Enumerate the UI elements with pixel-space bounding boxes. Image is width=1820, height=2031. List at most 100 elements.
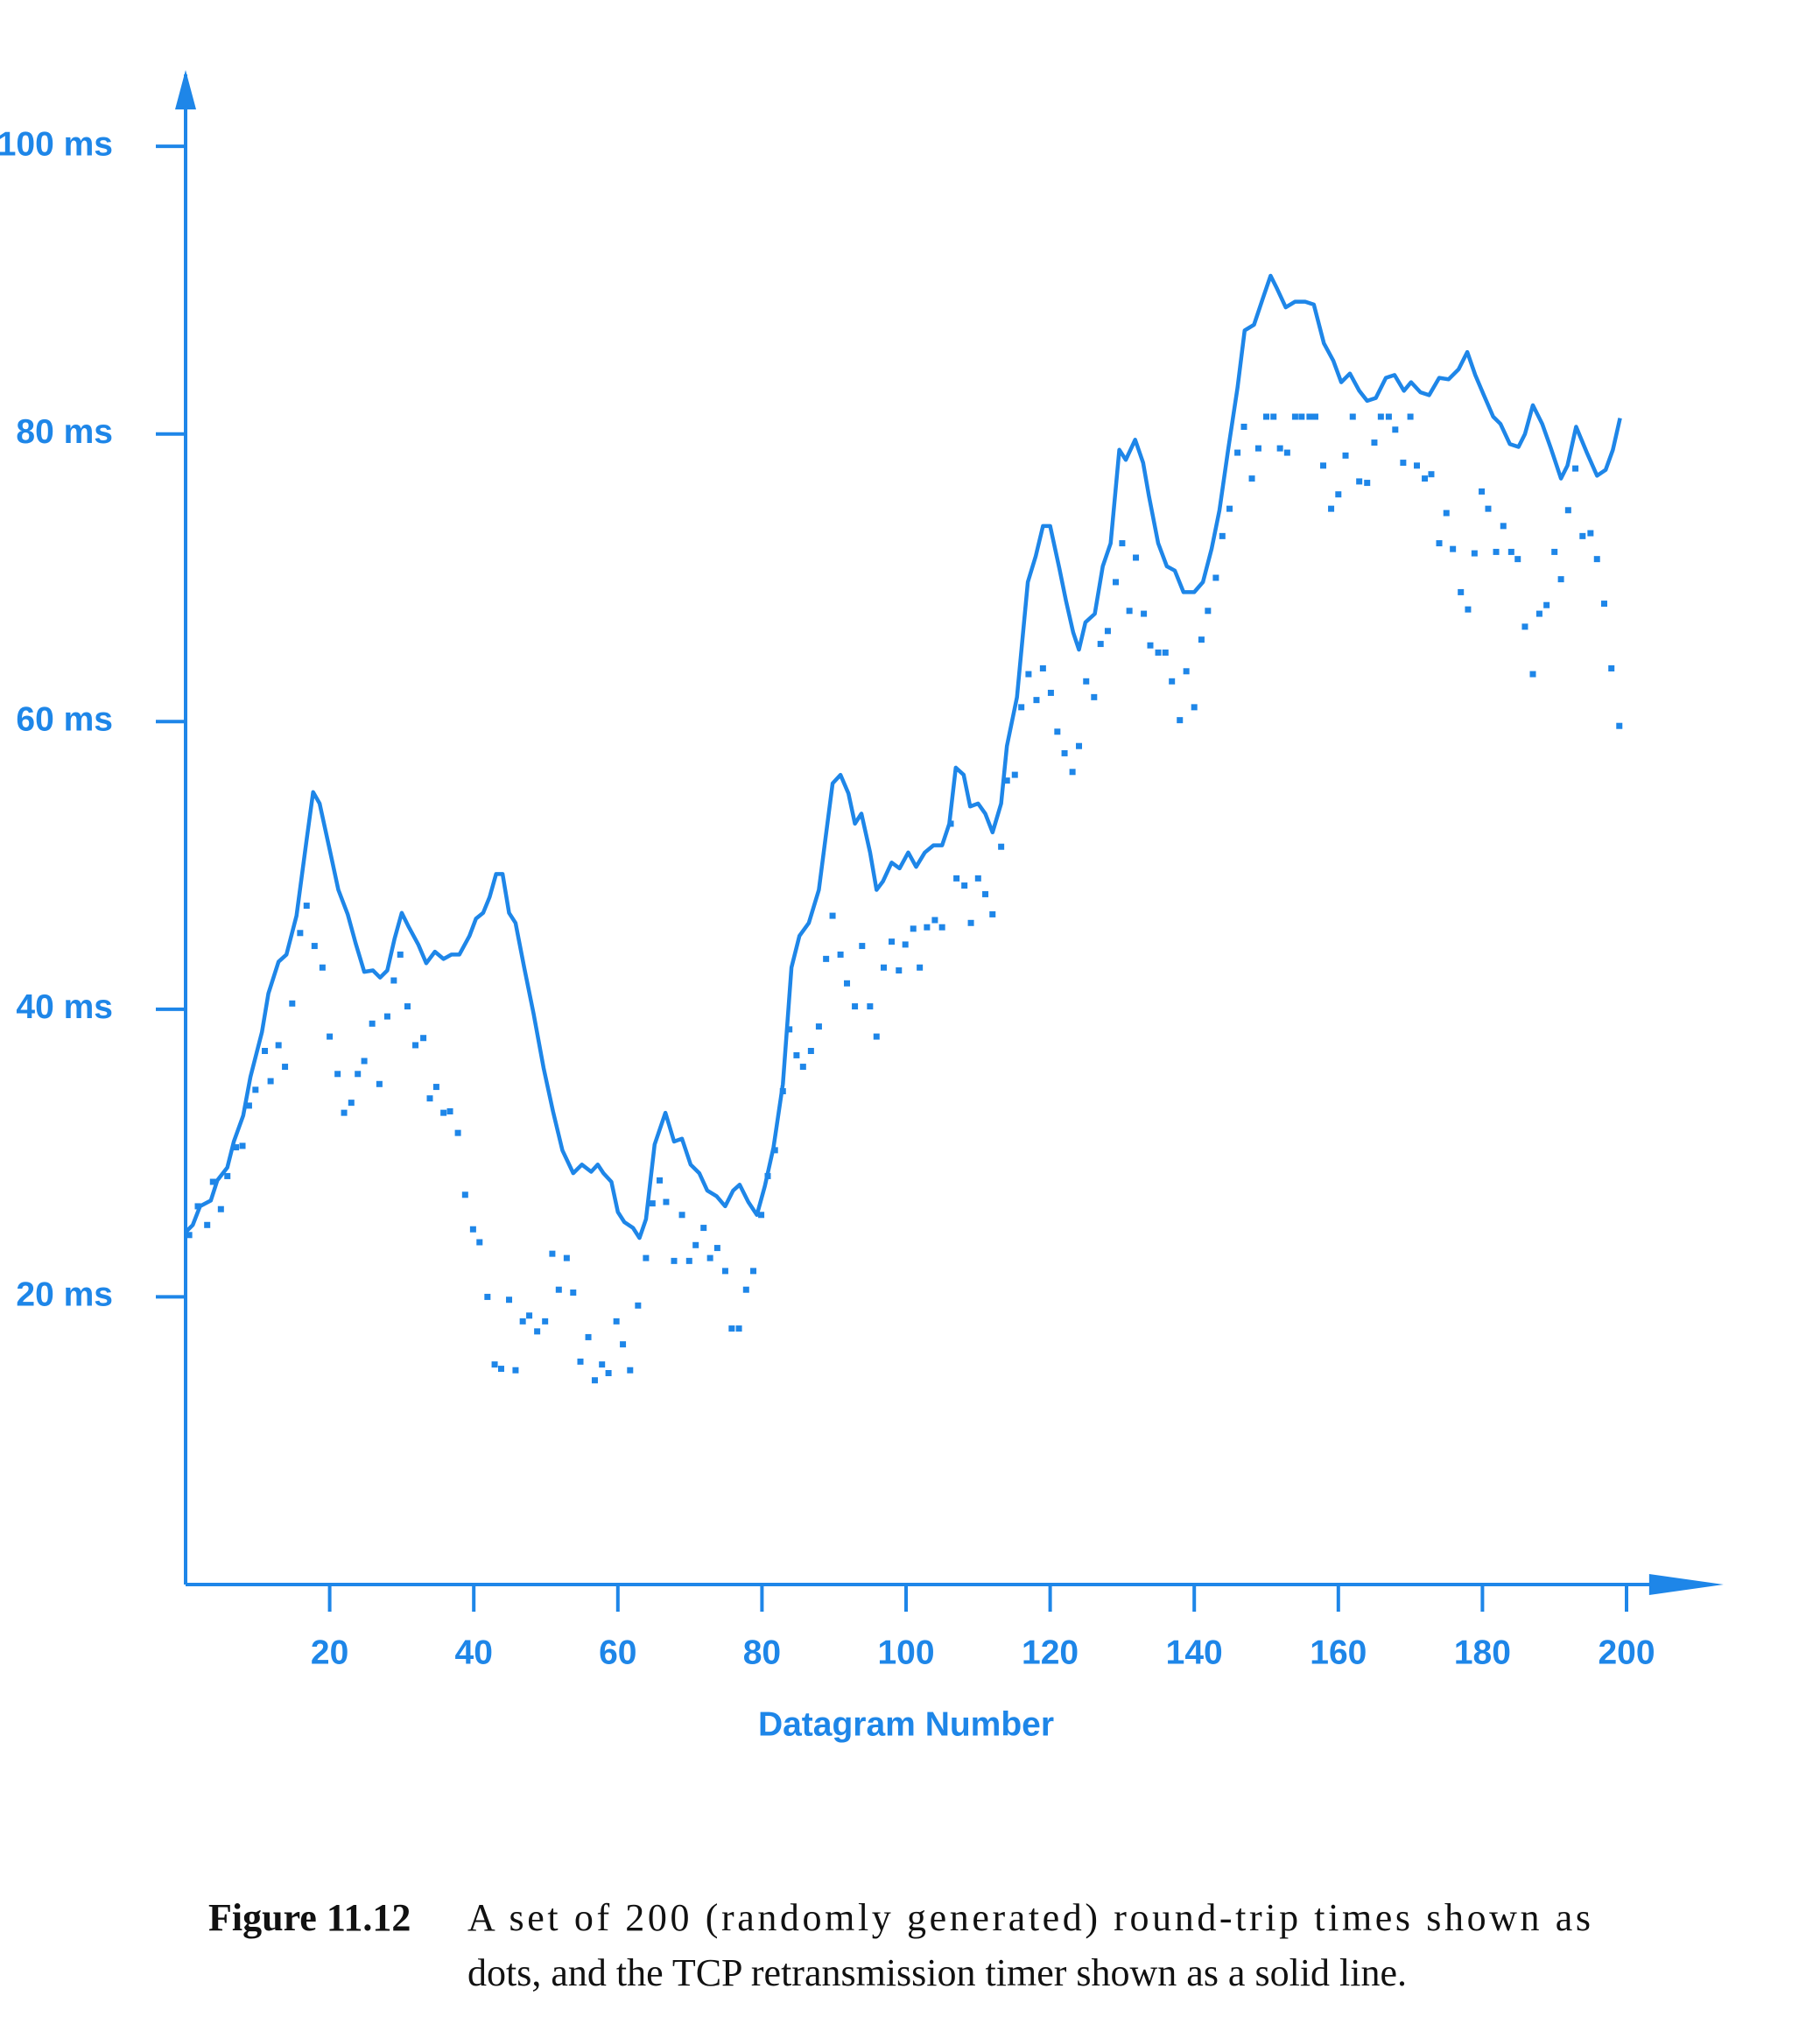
- rtt-dot: [643, 1254, 650, 1261]
- rtt-dot: [570, 1290, 577, 1296]
- rtt-dot: [1414, 462, 1421, 469]
- rtt-dot: [649, 1200, 656, 1207]
- rtt-dot: [397, 951, 404, 958]
- rtt-dot: [563, 1254, 570, 1261]
- x-axis-arrow: [1648, 1574, 1724, 1595]
- rtt-dot: [1212, 574, 1219, 581]
- rtt-dot: [1385, 413, 1392, 420]
- x-tick-label: 100: [877, 1634, 934, 1671]
- rtt-dot: [275, 1042, 282, 1049]
- rtt-dot: [1104, 628, 1111, 635]
- rtt-dot: [1485, 505, 1492, 512]
- rtt-dot: [420, 1035, 427, 1042]
- rtt-dot: [1003, 777, 1010, 784]
- rtt-dot: [1061, 749, 1068, 756]
- rtt-dot: [1400, 460, 1407, 467]
- rtt-dot: [1471, 550, 1478, 557]
- rtt-dot: [1234, 449, 1241, 456]
- x-tick-label: 200: [1598, 1634, 1655, 1671]
- rtt-dot: [1436, 540, 1443, 547]
- rtt-dot: [1291, 413, 1298, 420]
- rtt-dot: [361, 1058, 368, 1065]
- rtt-dot: [844, 980, 851, 987]
- rtt-dot: [807, 1048, 814, 1054]
- rtt-dot: [1169, 678, 1176, 685]
- rtt-dot: [1593, 556, 1600, 563]
- rtt-dot: [815, 1023, 822, 1030]
- rtt-dot: [706, 1254, 713, 1261]
- rtt-dot: [1248, 475, 1255, 482]
- rtt-dot: [613, 1318, 620, 1325]
- rtt-dot: [627, 1367, 634, 1374]
- rtt-dot: [224, 1172, 231, 1179]
- rtt-dot: [497, 1366, 504, 1373]
- rtt-dot: [297, 930, 304, 937]
- rtt-dot: [671, 1257, 678, 1264]
- rtt-dot: [1254, 445, 1261, 452]
- rtt-dot: [289, 1000, 296, 1007]
- rtt-dot: [998, 843, 1005, 850]
- rtt-dot: [506, 1297, 513, 1304]
- rtt-dot: [1465, 606, 1472, 613]
- rtt-dot: [1557, 576, 1564, 583]
- rtt-dot: [1298, 413, 1305, 420]
- rtt-dot: [750, 1268, 757, 1275]
- x-tick-label: 20: [311, 1634, 348, 1671]
- rtt-dot: [542, 1318, 549, 1325]
- rtt-dot: [454, 1129, 461, 1136]
- rtt-dot: [635, 1302, 642, 1309]
- rtt-dot: [1069, 769, 1076, 776]
- rtt-dot: [1364, 480, 1371, 487]
- rtt-dot: [390, 977, 397, 984]
- rtt-dot: [1083, 678, 1090, 685]
- rtt-dot: [758, 1212, 765, 1219]
- y-axis-arrow: [175, 70, 196, 109]
- rtt-dot: [1097, 641, 1104, 648]
- rtt-dot: [924, 924, 931, 931]
- rtt-dot: [303, 903, 310, 910]
- rtt-dot: [319, 964, 326, 971]
- rtt-dot: [663, 1198, 670, 1205]
- rtt-dot: [605, 1370, 612, 1376]
- rtt-dot: [1543, 601, 1550, 608]
- rtt-dot: [1377, 413, 1384, 420]
- rtt-dot: [1616, 722, 1623, 729]
- rtt-dot: [1276, 445, 1283, 452]
- rtt-dot: [1608, 665, 1615, 671]
- rtt-dot: [383, 1013, 390, 1020]
- x-tick-label: 60: [599, 1634, 636, 1671]
- rtt-dot: [1240, 424, 1247, 430]
- rtt-dot: [334, 1071, 341, 1078]
- rtt-dot: [252, 1086, 259, 1093]
- rtt-dot: [484, 1293, 491, 1300]
- rtt-dot: [1112, 579, 1119, 586]
- rtt-dot: [896, 967, 903, 973]
- rtt-dot: [735, 1325, 742, 1332]
- rtt-dot: [1587, 530, 1594, 537]
- y-tick-label: 40 ms: [16, 988, 113, 1026]
- rtt-dot: [341, 1109, 348, 1116]
- rtt-dot: [1493, 548, 1500, 555]
- rtt-dot: [953, 875, 960, 882]
- rtt-dot: [217, 1205, 224, 1212]
- caption-line: A set of 200 (randomly generated) round-…: [467, 1896, 1591, 1939]
- rtt-dot: [657, 1177, 664, 1184]
- rtt-dot: [1356, 478, 1363, 485]
- rtt-dot: [233, 1144, 240, 1151]
- rtt-dot: [1183, 668, 1190, 675]
- rtt-dot: [519, 1318, 526, 1325]
- x-tick-label: 40: [455, 1634, 493, 1671]
- rtt-dot: [549, 1250, 556, 1257]
- rtt-dot: [204, 1221, 211, 1228]
- rtt-dot: [1054, 728, 1061, 735]
- rtt-dot: [880, 964, 887, 971]
- rtt-dot: [1025, 671, 1032, 678]
- rtt-dot: [889, 938, 896, 945]
- rtt-dot: [1311, 413, 1318, 420]
- rtt-dot: [721, 1268, 728, 1275]
- rtt-dot: [1320, 462, 1327, 469]
- rtt-dot: [1039, 665, 1046, 671]
- rtt-dot: [902, 941, 909, 948]
- rtt-dot: [1155, 649, 1162, 656]
- rtt-dot: [555, 1286, 562, 1293]
